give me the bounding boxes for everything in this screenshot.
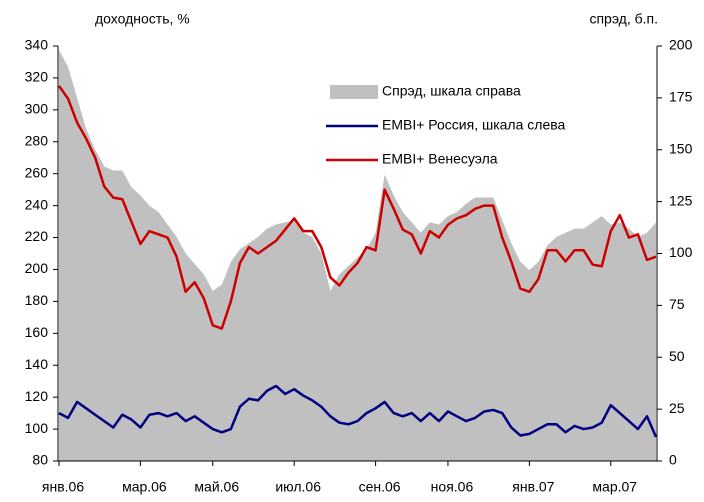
legend-label: EMBI+ Венесуэла: [382, 151, 498, 167]
y2-tick-label: 200: [669, 37, 693, 53]
x-tick-label: мар.07: [592, 479, 637, 495]
y-tick-label: 260: [25, 164, 49, 180]
y-tick-label: 160: [25, 324, 49, 340]
y-tick-label: 300: [25, 101, 49, 117]
line: [58, 384, 658, 438]
y-tick-label: 80: [32, 452, 48, 468]
y-tick-label: 140: [25, 356, 49, 372]
y2-tick-label: 50: [669, 348, 685, 364]
legend-swatch: [330, 85, 378, 99]
y-tick-label: 180: [25, 292, 49, 308]
legend-label: Спрэд, шкала справа: [382, 83, 521, 99]
y2-tick-label: 175: [669, 89, 693, 105]
y-tick-label: 120: [25, 388, 49, 404]
x-tick-label: мар.06: [122, 479, 167, 495]
y-tick-label: 100: [25, 420, 49, 436]
y-tick-label: 240: [25, 196, 49, 212]
x-tick-label: июл.06: [275, 479, 321, 495]
y-tick-label: 200: [25, 260, 49, 276]
y2-tick-label: 75: [669, 296, 685, 312]
area: [59, 50, 656, 462]
y-tick-label: 280: [25, 132, 49, 148]
x-tick-label: май.06: [194, 479, 239, 495]
y-tick-label: 320: [25, 69, 49, 85]
x-tick-label: янв.07: [512, 479, 554, 495]
x-tick-label: сен.06: [359, 479, 401, 495]
y-axis-title: доходность, %: [95, 11, 190, 27]
y2-tick-label: 100: [669, 244, 693, 260]
x-tick-label: янв.06: [42, 479, 84, 495]
y2-tick-label: 125: [669, 192, 693, 208]
x-tick-label: ноя.06: [431, 479, 474, 495]
y2-tick-label: 150: [669, 140, 693, 156]
legend-label: EMBI+ Россия, шкала слева: [382, 117, 566, 133]
y-tick-label: 340: [25, 37, 49, 53]
y-tick-label: 220: [25, 228, 49, 244]
y2-tick-label: 25: [669, 400, 685, 416]
line: [57, 85, 657, 330]
y2-tick-label: 0: [669, 452, 677, 468]
y2-axis-title: спрэд, б.п.: [589, 11, 658, 27]
